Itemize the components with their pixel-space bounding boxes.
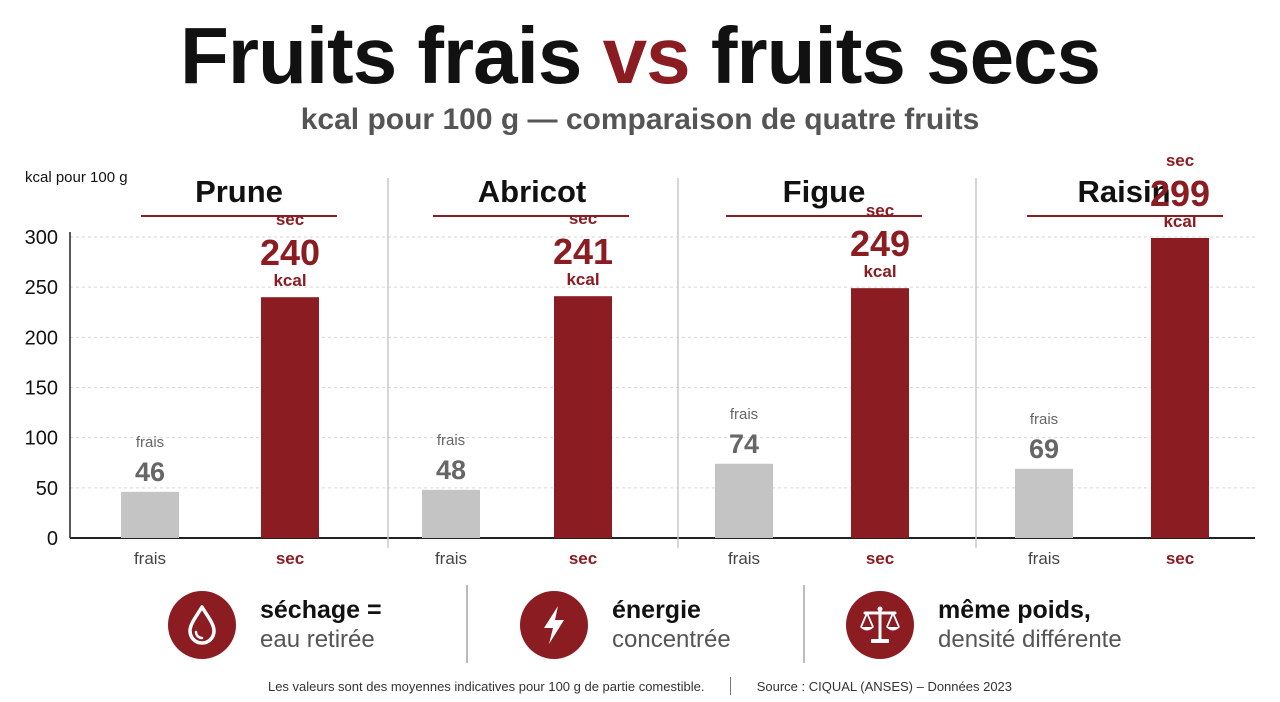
feature-energy-subtitle: concentrée	[612, 626, 731, 653]
feature-drying-title: séchage =	[260, 596, 382, 624]
bar-dry	[851, 288, 909, 538]
y-tick-label: 50	[36, 478, 58, 500]
x-label-fresh: frais	[728, 549, 760, 568]
bar-dry-value: 249	[850, 223, 910, 264]
bar-fresh	[715, 463, 773, 538]
bar-dry-value: 241	[553, 231, 613, 272]
water-drop-icon	[168, 591, 236, 659]
footer-divider	[730, 677, 732, 695]
bar-dry-unit: kcal	[863, 262, 896, 281]
bar-fresh-value: 48	[436, 455, 466, 485]
x-label-fresh: frais	[134, 549, 166, 568]
x-label-dry: sec	[866, 549, 894, 568]
y-tick-label: 300	[25, 227, 58, 249]
bar-fresh-caption: frais	[437, 432, 465, 449]
bar-dry-unit: kcal	[566, 270, 599, 289]
bar-fresh-value: 46	[135, 457, 165, 487]
bar-dry	[1151, 238, 1209, 538]
feature-energy: énergie concentrée	[520, 585, 731, 665]
y-tick-label: 0	[47, 528, 58, 550]
x-label-fresh: frais	[1028, 549, 1060, 568]
title-accent: vs	[602, 11, 691, 100]
group-title: Figue	[783, 174, 866, 209]
y-tick-label: 250	[25, 277, 58, 299]
feature-density: même poids, densité différente	[846, 585, 1122, 665]
feature-density-subtitle: densité différente	[938, 626, 1122, 653]
bar-dry-caption: sec	[1166, 151, 1194, 170]
group-title: Abricot	[478, 174, 587, 209]
bar-fresh-caption: frais	[136, 434, 164, 451]
bar-dry-caption: sec	[276, 210, 304, 229]
lightning-icon	[520, 591, 588, 659]
bar-dry-value: 299	[1150, 173, 1210, 214]
bar-dry-value: 240	[260, 232, 320, 273]
footer-source: Source : CIQUAL (ANSES) – Données 2023	[756, 678, 1013, 694]
feature-energy-title: énergie	[612, 596, 701, 624]
feature-drying: séchage = eau retirée	[168, 585, 382, 665]
x-label-dry: sec	[569, 549, 597, 568]
title-part1: Fruits frais	[179, 11, 582, 100]
bar-fresh	[1015, 468, 1073, 538]
bar-dry-caption: sec	[866, 201, 894, 220]
bar-dry	[554, 296, 612, 538]
y-tick-label: 100	[25, 428, 58, 450]
feature-row: séchage = eau retirée énergie concentrée	[0, 585, 1280, 665]
bar-fresh	[422, 489, 480, 538]
bar-fresh-value: 69	[1029, 434, 1059, 464]
feature-density-title: même poids,	[938, 596, 1091, 624]
feature-divider	[803, 585, 805, 663]
group-title: Prune	[195, 174, 283, 209]
footer-note: Les valeurs sont des moyennes indicative…	[267, 678, 705, 694]
bar-fresh-caption: frais	[1030, 411, 1058, 428]
x-label-dry: sec	[1166, 549, 1194, 568]
y-tick-label: 200	[25, 327, 58, 349]
feature-drying-subtitle: eau retirée	[260, 626, 375, 653]
bar-dry	[261, 297, 319, 538]
title-part2: fruits secs	[710, 11, 1101, 100]
balance-scale-icon	[846, 591, 914, 659]
footer: Les valeurs sont des moyennes indicative…	[0, 677, 1280, 697]
bar-fresh-caption: frais	[730, 406, 758, 423]
page-title: Fruits frais vs fruits secs	[0, 8, 1280, 104]
feature-divider	[466, 585, 468, 663]
page-subtitle: kcal pour 100 g — comparaison de quatre …	[300, 103, 980, 136]
x-label-dry: sec	[276, 549, 304, 568]
bar-dry-unit: kcal	[1163, 212, 1196, 231]
bar-fresh-value: 74	[729, 429, 759, 459]
y-axis-label: kcal pour 100 g	[25, 169, 128, 186]
bar-fresh	[121, 491, 179, 538]
bar-dry-caption: sec	[569, 209, 597, 228]
y-tick-label: 150	[25, 378, 58, 400]
x-label-fresh: frais	[435, 549, 467, 568]
bar-chart: kcal pour 100 g 0 50 100 150 200 250 300 Prune fr…	[25, 151, 1255, 568]
group-title: Raisin	[1077, 174, 1170, 209]
bar-dry-unit: kcal	[273, 271, 306, 290]
